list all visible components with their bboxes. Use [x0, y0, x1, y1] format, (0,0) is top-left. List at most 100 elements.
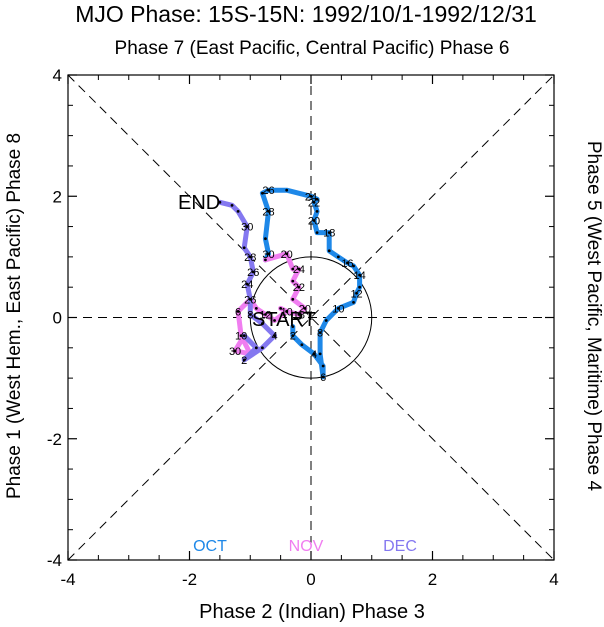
data-point [233, 349, 237, 353]
start-label: START [252, 309, 316, 331]
data-point [291, 297, 295, 301]
data-point [248, 255, 252, 259]
data-point [254, 307, 258, 310]
data-point [261, 191, 264, 195]
data-point [321, 375, 325, 379]
point-label: 6 [235, 306, 241, 318]
point-label: 28 [244, 252, 256, 264]
data-point [312, 219, 316, 222]
data-point [291, 279, 295, 283]
data-point [285, 252, 289, 256]
data-point [321, 364, 325, 368]
data-point [264, 258, 267, 262]
point-label: 22 [293, 282, 305, 294]
point-label: 8 [247, 309, 253, 321]
data-point [254, 346, 258, 350]
data-point [315, 210, 319, 213]
data-point [242, 334, 246, 338]
data-point [300, 343, 304, 347]
x-tick-label: -2 [182, 570, 197, 589]
data-point [352, 300, 355, 304]
x-tick-label: 0 [306, 570, 315, 589]
point-label: 24 [305, 191, 317, 203]
top-phase-label: Phase 7 (East Pacific, Central Pacific) … [115, 38, 510, 59]
point-label: 20 [299, 303, 311, 315]
diagonal-line [67, 74, 555, 561]
point-label: 24 [241, 279, 253, 291]
data-point [218, 200, 222, 204]
point-label: 12 [350, 288, 362, 300]
data-point [303, 307, 307, 310]
point-label: 8 [317, 328, 323, 340]
y-tick-label: 4 [53, 66, 62, 85]
point-label: 20 [308, 216, 320, 228]
x-axis-title: Phase 2 (Indian) Phase 3 [199, 601, 425, 623]
y-tick-label: -2 [47, 430, 62, 449]
data-point [236, 310, 240, 313]
point-label: 2 [241, 355, 247, 367]
data-point [315, 197, 319, 201]
y-tick-label: 0 [53, 309, 62, 328]
series-line-dec [217, 199, 277, 363]
point-label: 28 [262, 206, 274, 218]
y-tick-label: 2 [53, 187, 62, 206]
data-point [291, 325, 295, 328]
data-point [358, 273, 361, 277]
data-point [309, 194, 313, 198]
point-label: 18 [323, 228, 335, 240]
data-point [267, 210, 270, 213]
point-label: 2 [290, 331, 296, 343]
left-phase-label: Phase 1 (West Hem., East Pacific) Phase … [4, 133, 25, 499]
point-label: 30 [262, 249, 274, 261]
data-point [291, 267, 295, 271]
chart-title: MJO Phase: 15S-15N: 1992/10/1-1992/12/31 [75, 1, 537, 27]
data-point [230, 203, 234, 207]
point-label: 30 [241, 222, 253, 234]
data-point [358, 285, 361, 289]
point-label: 10 [281, 306, 293, 318]
point-label: 26 [262, 185, 274, 197]
data-point [279, 307, 283, 310]
point-label: 12 [259, 309, 271, 321]
point-label: 30 [229, 346, 241, 358]
data-point [327, 231, 331, 235]
right-phase-label: Phase 5 (West Pacific, Maritime) Phase 4 [583, 141, 604, 492]
point-label: 10 [235, 331, 247, 343]
data-point [273, 319, 276, 322]
data-point [245, 225, 249, 228]
data-point [355, 291, 358, 295]
x-tick-label: 4 [549, 570, 558, 589]
point-label: 6 [320, 372, 326, 384]
data-point [318, 352, 322, 356]
point-label: 10 [332, 303, 344, 315]
series-layer [217, 187, 363, 380]
data-point [324, 319, 328, 322]
legend: OCT NOV DEC [193, 538, 417, 555]
data-point [242, 358, 246, 362]
data-point [352, 264, 355, 268]
data-point [245, 282, 249, 286]
data-point [315, 231, 319, 235]
data-point [297, 313, 301, 316]
data-point [267, 188, 270, 192]
point-label: 4 [271, 331, 277, 343]
data-point [248, 297, 252, 301]
point-label: 22 [308, 197, 320, 209]
data-point [291, 334, 295, 338]
data-point [312, 352, 316, 356]
data-point [297, 285, 301, 289]
data-point [261, 322, 264, 325]
point-label: 16 [341, 258, 353, 270]
data-point [297, 267, 301, 271]
data-point [264, 237, 267, 241]
data-point [336, 307, 340, 310]
series-line-oct [259, 187, 363, 380]
data-point [285, 188, 289, 192]
y-tick-label: -4 [47, 551, 62, 570]
data-point [248, 313, 252, 316]
data-point [242, 246, 246, 250]
point-label: 4 [311, 349, 317, 361]
data-point [312, 200, 316, 204]
data-point [236, 210, 240, 213]
